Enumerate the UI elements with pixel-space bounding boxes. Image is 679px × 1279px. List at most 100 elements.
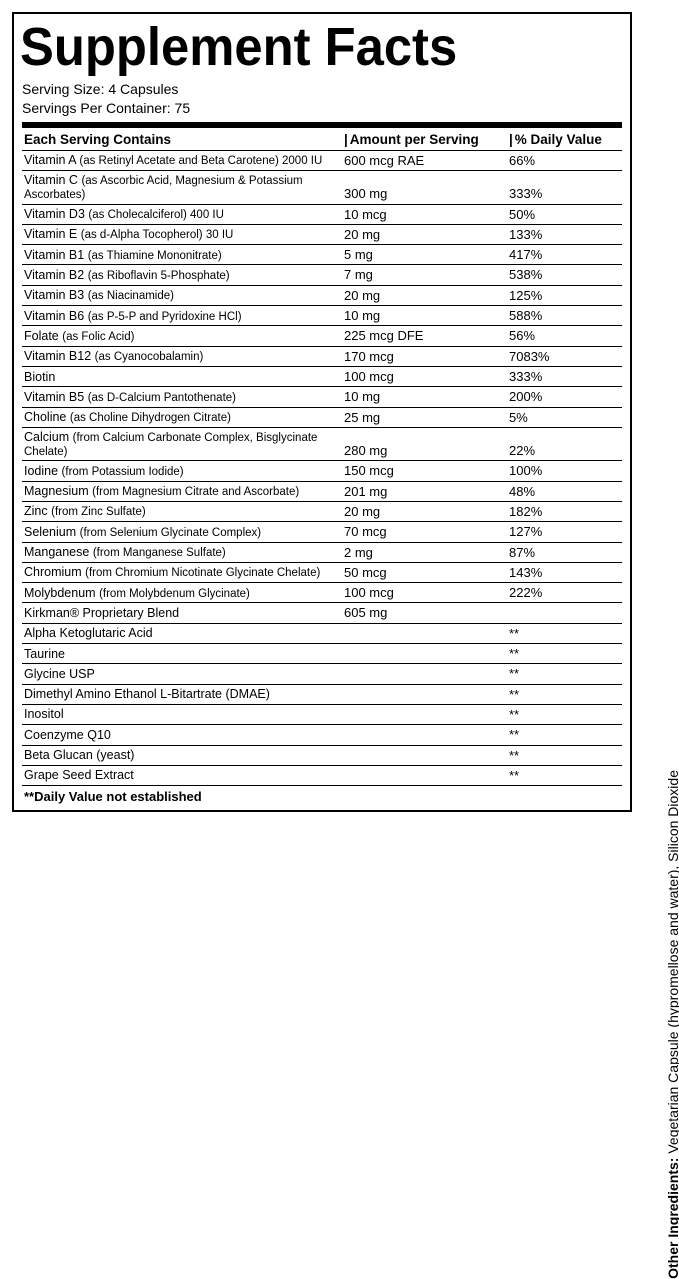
table-row: Zinc (from Zinc Sulfate)20 mg182% — [22, 501, 622, 521]
serving-size-label: Serving Size: — [22, 81, 104, 97]
cell-dv: ** — [507, 725, 622, 745]
cell-amount: 20 mg — [342, 501, 507, 521]
cell-amount: 225 mcg DFE — [342, 326, 507, 346]
nutrient-form: (as Thiamine Mononitrate) — [88, 250, 222, 262]
cell-dv: 48% — [507, 481, 622, 501]
nutrient-form: (from Magnesium Citrate and Ascorbate) — [92, 486, 299, 498]
cell-amount: 300 mg — [342, 171, 507, 205]
table-row: Vitamin B1 (as Thiamine Mononitrate)5 mg… — [22, 245, 622, 265]
nutrient-form: (as Retinyl Acetate and Beta Carotene) 2… — [79, 155, 322, 167]
table-row: Glycine USP** — [22, 664, 622, 684]
cell-amount: 2 mg — [342, 542, 507, 562]
col-header-name: Each Serving Contains — [22, 128, 342, 151]
cell-name: Dimethyl Amino Ethanol L-Bitartrate (DMA… — [22, 684, 342, 704]
cell-dv: 417% — [507, 245, 622, 265]
table-row: Vitamin B3 (as Niacinamide)20 mg125% — [22, 285, 622, 305]
cell-name: Vitamin B12 (as Cyanocobalamin) — [22, 346, 342, 366]
supplement-facts-panel: Supplement Facts Serving Size: 4 Capsule… — [12, 12, 632, 812]
cell-dv: ** — [507, 765, 622, 785]
nutrient-form: (from Chromium Nicotinate Glycinate Chel… — [85, 567, 320, 579]
cell-dv: 127% — [507, 522, 622, 542]
col-header-amount: |Amount per Serving — [342, 128, 507, 151]
nutrient-form: (from Manganese Sulfate) — [93, 547, 226, 559]
facts-table: Each Serving Contains |Amount per Servin… — [22, 128, 622, 786]
table-row: Calcium (from Calcium Carbonate Complex,… — [22, 427, 622, 461]
cell-dv: 133% — [507, 224, 622, 244]
table-row: Molybdenum (from Molybdenum Glycinate)10… — [22, 583, 622, 603]
cell-dv: 222% — [507, 583, 622, 603]
nutrient-form: (from Selenium Glycinate Complex) — [80, 527, 262, 539]
table-row: Vitamin C (as Ascorbic Acid, Magnesium &… — [22, 171, 622, 205]
cell-name: Alpha Ketoglutaric Acid — [22, 623, 342, 643]
nutrient-form: (as d-Alpha Tocopherol) 30 IU — [81, 229, 234, 241]
table-row: Vitamin B2 (as Riboflavin 5-Phosphate) 7 … — [22, 265, 622, 285]
cell-amount — [342, 664, 507, 684]
cell-amount — [342, 704, 507, 724]
nutrient-name: Vitamin E — [24, 227, 77, 241]
nutrient-name: Choline — [24, 410, 66, 424]
table-row: Vitamin B12 (as Cyanocobalamin)170 mcg70… — [22, 346, 622, 366]
cell-amount: 10 mg — [342, 387, 507, 407]
cell-name: Glycine USP — [22, 664, 342, 684]
nutrient-name: Vitamin B2 — [24, 268, 84, 282]
cell-dv: 588% — [507, 306, 622, 326]
cell-dv: ** — [507, 644, 622, 664]
nutrient-form: (as D-Calcium Pantothenate) — [88, 392, 236, 404]
cell-amount: 100 mcg — [342, 366, 507, 386]
table-row: Chromium (from Chromium Nicotinate Glyci… — [22, 562, 622, 582]
nutrient-name: Alpha Ketoglutaric Acid — [24, 626, 153, 640]
table-row: Choline (as Choline Dihydrogen Citrate)2… — [22, 407, 622, 427]
nutrient-form: (as Riboflavin 5-Phosphate) — [88, 270, 230, 282]
nutrient-name: Vitamin B5 — [24, 390, 84, 404]
table-row: Coenzyme Q10 ** — [22, 725, 622, 745]
table-header-row: Each Serving Contains |Amount per Servin… — [22, 128, 622, 151]
cell-amount — [342, 623, 507, 643]
table-row: Biotin100 mcg333% — [22, 366, 622, 386]
dv-footnote: **Daily Value not established — [22, 786, 622, 806]
cell-name: Molybdenum (from Molybdenum Glycinate) — [22, 583, 342, 603]
servings-per-label: Servings Per Container: — [22, 100, 171, 116]
cell-name: Selenium (from Selenium Glycinate Comple… — [22, 522, 342, 542]
cell-amount: 600 mcg RAE — [342, 150, 507, 170]
nutrient-name: Manganese — [24, 545, 89, 559]
cell-amount — [342, 745, 507, 765]
cell-name: Beta Glucan (yeast) — [22, 745, 342, 765]
serving-size-value: 4 Capsules — [108, 81, 178, 97]
cell-name: Chromium (from Chromium Nicotinate Glyci… — [22, 562, 342, 582]
table-row: Vitamin E (as d-Alpha Tocopherol) 30 IU2… — [22, 224, 622, 244]
table-row: Inositol ** — [22, 704, 622, 724]
table-row: Beta Glucan (yeast)** — [22, 745, 622, 765]
serving-size-line: Serving Size: 4 Capsules — [22, 80, 622, 99]
cell-amount: 10 mg — [342, 306, 507, 326]
cell-name: Vitamin C (as Ascorbic Acid, Magnesium &… — [22, 171, 342, 205]
cell-dv: ** — [507, 704, 622, 724]
cell-dv: 7083% — [507, 346, 622, 366]
nutrient-form: (as Folic Acid) — [62, 331, 134, 343]
cell-dv — [507, 603, 622, 623]
nutrient-form: (from Potassium Iodide) — [62, 466, 184, 478]
nutrient-name: Vitamin C — [24, 173, 78, 187]
nutrient-form: (as P-5-P and Pyridoxine HCl) — [88, 311, 242, 323]
cell-dv: 200% — [507, 387, 622, 407]
nutrient-form: (as Choline Dihydrogen Citrate) — [70, 412, 231, 424]
cell-name: Grape Seed Extract — [22, 765, 342, 785]
nutrient-name: Inositol — [24, 707, 64, 721]
cell-amount: 7 mg — [342, 265, 507, 285]
cell-amount: 10 mcg — [342, 204, 507, 224]
cell-dv: 5% — [507, 407, 622, 427]
other-ingredients-value: Vegetarian Capsule (hypromellose and wat… — [665, 770, 679, 1154]
cell-dv: 87% — [507, 542, 622, 562]
nutrient-name: Chromium — [24, 565, 82, 579]
cell-name: Manganese (from Manganese Sulfate) — [22, 542, 342, 562]
cell-dv: 182% — [507, 501, 622, 521]
nutrient-name: Coenzyme Q10 — [24, 728, 111, 742]
nutrient-name: Glycine USP — [24, 667, 95, 681]
nutrient-name: Kirkman® Proprietary Blend — [24, 606, 179, 620]
nutrient-name: Vitamin B1 — [24, 248, 84, 262]
nutrient-name: Magnesium — [24, 484, 89, 498]
cell-amount: 70 mcg — [342, 522, 507, 542]
table-row: Grape Seed Extract ** — [22, 765, 622, 785]
cell-name: Kirkman® Proprietary Blend — [22, 603, 342, 623]
cell-name: Biotin — [22, 366, 342, 386]
cell-amount: 605 mg — [342, 603, 507, 623]
